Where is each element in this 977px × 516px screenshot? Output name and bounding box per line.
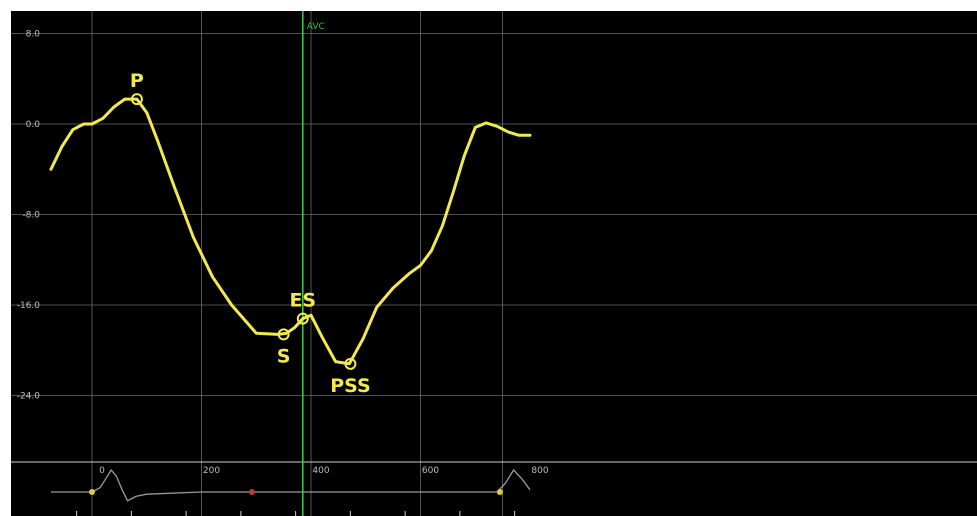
point-marker-es [296, 312, 309, 325]
x-tick-label: 800 [531, 466, 548, 476]
plot-frame [11, 11, 977, 516]
point-label-s: S [277, 345, 291, 367]
x-tick-label: 200 [203, 466, 220, 476]
avc-label: AVC [307, 22, 325, 32]
point-annotations: P S ES PSS [130, 70, 371, 397]
y-tick-label: 8.0 [26, 30, 41, 40]
strain-series-line [49, 97, 532, 366]
y-tick-label: -16.0 [17, 301, 41, 311]
strain-curve [49, 97, 532, 366]
point-label-pss: PSS [330, 375, 370, 397]
ecg-strip: 0 200 400 600 800 [50, 466, 549, 516]
y-tick-label: -8.0 [22, 211, 40, 221]
ecg-marker [496, 489, 503, 495]
y-tick-label: 0.0 [26, 120, 41, 130]
point-marker-p [130, 93, 143, 106]
point-marker-s [277, 328, 290, 341]
ecg-marker [248, 489, 255, 495]
point-label-p: P [130, 70, 144, 92]
ecg-trace [50, 468, 531, 502]
ecg-marker [89, 489, 95, 495]
point-marker-pss [344, 357, 357, 370]
point-label-es: ES [289, 290, 316, 312]
x-tick-label: 400 [312, 466, 329, 476]
y-tick-label: -24.0 [17, 392, 41, 402]
x-tick-label: 600 [422, 466, 439, 476]
x-tick-label: 0 [99, 466, 105, 476]
y-tick-labels: 8.0 0.0 -8.0 -16.0 -24.0 [17, 30, 41, 402]
avc-marker: AVC [301, 11, 325, 516]
